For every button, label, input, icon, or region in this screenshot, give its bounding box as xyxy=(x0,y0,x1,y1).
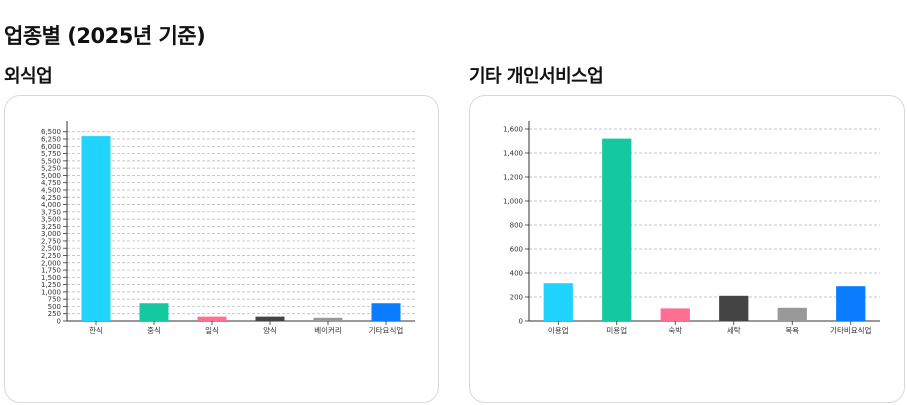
page-title: 업종별 (2025년 기준) xyxy=(4,24,206,48)
x-tick-label: 세탁 xyxy=(727,325,741,335)
y-tick-label: 4,500 xyxy=(41,186,61,194)
x-tick-label: 미용업 xyxy=(606,326,627,335)
y-tick-label: 750 xyxy=(48,296,61,304)
y-tick-label: 400 xyxy=(510,270,523,278)
y-tick-label: 2,750 xyxy=(41,237,61,245)
chart-card-food: 0 250 500 750 1,000 1,250 1,500 1,750 2,000 2,250… xyxy=(4,95,439,403)
section-title-services: 기타 개인서비스업 xyxy=(469,66,604,87)
x-tick-label: 기타요식업 xyxy=(369,326,404,335)
y-tick-label: 0 xyxy=(57,318,61,326)
bar-1 xyxy=(543,283,573,321)
bar-3 xyxy=(197,316,227,321)
y-tick-label: 6,000 xyxy=(41,143,61,151)
bar-5 xyxy=(777,307,807,321)
y-tick-label: 2,250 xyxy=(41,252,61,260)
x-tick-label: 베이커리 xyxy=(314,325,342,335)
y-tick-label: 1,200 xyxy=(503,174,523,182)
y-tick-label: 1,000 xyxy=(41,288,61,296)
y-tick-label: 1,600 xyxy=(503,126,523,134)
x-tick-label: 이용업 xyxy=(548,325,569,335)
bar-chart-services: 0 200 400 600 800 1,000 1,200 1,400 1,600 이용업 미용업 숙… xyxy=(503,121,880,335)
y-tick-label: 3,000 xyxy=(41,230,61,238)
bar-4 xyxy=(255,316,285,321)
y-tick-label: 6,250 xyxy=(41,136,61,144)
bar-3 xyxy=(660,308,690,321)
y-tick-label: 2,500 xyxy=(41,245,61,253)
bar-6 xyxy=(371,303,401,321)
y-tick-label: 5,500 xyxy=(41,157,61,165)
y-tick-label: 3,500 xyxy=(41,216,61,224)
y-tick-label: 6,500 xyxy=(41,128,61,136)
y-tick-label: 600 xyxy=(510,246,523,254)
y-tick-label: 5,750 xyxy=(41,150,61,158)
y-tick-label: 200 xyxy=(510,294,523,302)
x-tick-label: 한식 xyxy=(89,326,103,335)
x-tick-label: 일식 xyxy=(205,326,219,335)
x-tick-label: 양식 xyxy=(263,326,277,335)
y-tick-label: 0 xyxy=(519,318,523,326)
bar-5 xyxy=(313,317,343,321)
x-tick-label: 숙박 xyxy=(668,325,682,335)
y-tick-label: 4,000 xyxy=(41,201,61,209)
y-tick-label: 1,400 xyxy=(503,150,523,158)
y-tick-label: 250 xyxy=(48,310,61,318)
y-tick-label: 2,000 xyxy=(41,259,61,267)
bar-2 xyxy=(139,303,169,321)
x-tick-label: 중식 xyxy=(147,326,161,335)
y-tick-label: 500 xyxy=(48,303,61,311)
x-tick-label: 목욕 xyxy=(785,326,799,335)
y-tick-label: 1,500 xyxy=(41,274,61,282)
y-tick-label: 1,000 xyxy=(503,198,523,206)
bar-chart-food: 02505007501,0001,2501,5001,7502,0002,250… xyxy=(41,121,415,335)
bar-4 xyxy=(719,295,749,321)
chart-card-services: 0 200 400 600 800 1,000 1,200 1,400 1,600 이용업 미용업 숙… xyxy=(469,95,905,403)
section-title-food: 외식업 xyxy=(4,66,53,87)
bar-2 xyxy=(602,138,632,321)
bar-6 xyxy=(836,286,866,321)
y-tick-label: 3,750 xyxy=(41,208,61,216)
y-tick-label: 3,250 xyxy=(41,223,61,231)
y-tick-label: 1,750 xyxy=(41,267,61,275)
y-tick-label: 4,250 xyxy=(41,194,61,202)
bar-1 xyxy=(81,136,111,321)
x-tick-label: 기타비요식업 xyxy=(830,326,871,335)
y-tick-label: 5,250 xyxy=(41,165,61,173)
y-tick-label: 4,750 xyxy=(41,179,61,187)
y-tick-label: 1,250 xyxy=(41,281,61,289)
y-tick-label: 5,000 xyxy=(41,172,61,180)
y-tick-label: 800 xyxy=(510,222,523,230)
